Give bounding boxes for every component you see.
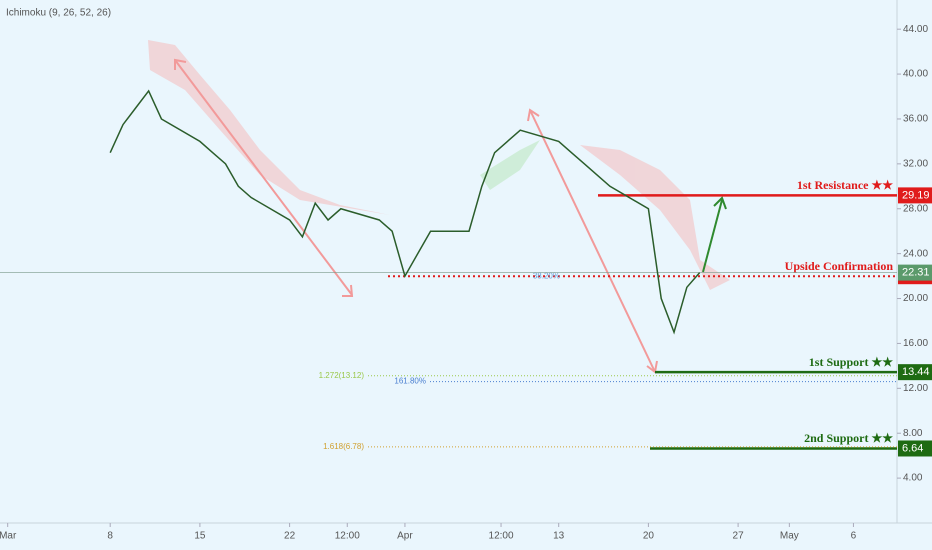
last-price-tag	[898, 264, 932, 281]
y-tick-label: 40.00	[903, 69, 928, 80]
y-tick-label: 32.00	[903, 158, 928, 169]
x-tick-label: Mar	[0, 531, 17, 542]
x-tick-label: 6	[851, 531, 857, 542]
x-tick-label: 13	[553, 531, 565, 542]
price-tag-label: 13.44	[902, 366, 930, 378]
y-tick-label: 28.00	[903, 203, 928, 214]
level-label: Upside Confirmation	[785, 259, 894, 273]
ichimoku-cloud	[148, 40, 730, 290]
price-tag-label: 6.64	[902, 442, 923, 454]
y-tick-label: 36.00	[903, 114, 928, 125]
price-tag	[898, 364, 932, 381]
indicator-label: Ichimoku (9, 26, 52, 26)	[6, 8, 111, 19]
y-tick-label: 20.00	[903, 293, 928, 304]
fib-label: 161.80%	[394, 377, 426, 386]
y-tick-label: 44.00	[903, 24, 928, 35]
price-tag	[898, 187, 932, 204]
x-tick-label: 8	[107, 531, 113, 542]
y-tick-label: 4.00	[903, 473, 923, 484]
x-tick-label: Apr	[397, 531, 413, 542]
last-price-label: 22.31	[902, 267, 930, 279]
level-label: 1st Support ★★	[809, 355, 893, 369]
x-tick-label: 27	[733, 531, 745, 542]
fib-label: 1.618(6.78)	[323, 442, 364, 451]
x-tick-label: 20	[643, 531, 655, 542]
y-tick-label: 24.00	[903, 248, 928, 259]
y-tick-label: 16.00	[903, 338, 928, 349]
level-label: 1st Resistance ★★	[797, 178, 893, 192]
x-tick-label: 15	[194, 531, 206, 542]
arrows	[174, 58, 727, 374]
y-tick-label: 12.00	[903, 383, 928, 394]
price-tag	[898, 440, 932, 457]
price-line	[109, 89, 701, 335]
x-tick-label: May	[780, 531, 799, 542]
x-tick-label: 22	[284, 531, 296, 542]
price-tag-label: 29.19	[902, 189, 930, 201]
fib-label: 1.272(13.12)	[319, 371, 365, 380]
fib-label: 38.20%	[533, 271, 560, 280]
x-tick-label: 12:00	[335, 531, 360, 542]
y-tick-label: 8.00	[903, 428, 923, 439]
level-label: 2nd Support ★★	[804, 431, 893, 445]
x-tick-label: 12:00	[489, 531, 514, 542]
